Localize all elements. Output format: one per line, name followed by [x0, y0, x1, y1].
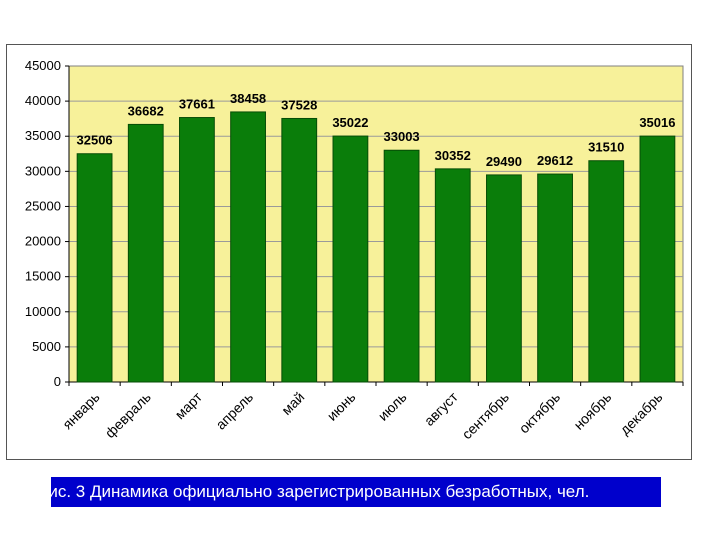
- y-tick-label: 15000: [25, 269, 61, 284]
- y-tick-label: 40000: [25, 93, 61, 108]
- x-category-label: март: [172, 388, 206, 422]
- y-tick-label: 0: [54, 374, 61, 389]
- data-label: 35016: [639, 115, 675, 130]
- data-label: 33003: [384, 129, 420, 144]
- x-category-label: сентябрь: [459, 389, 512, 442]
- y-tick-label: 10000: [25, 304, 61, 319]
- x-category-label: апрель: [212, 389, 256, 433]
- data-label: 37661: [179, 97, 215, 112]
- x-category-label: август: [421, 388, 461, 428]
- x-category-label: июль: [375, 389, 410, 424]
- data-label: 38458: [230, 91, 266, 106]
- x-category-label: декабрь: [617, 389, 666, 438]
- bar: [281, 117, 318, 383]
- y-tick-label: 25000: [25, 198, 61, 213]
- bar: [486, 174, 522, 383]
- x-category-label: ноябрь: [570, 389, 614, 433]
- data-label: 36682: [128, 103, 164, 118]
- x-category-label: май: [278, 389, 307, 418]
- data-label: 35022: [332, 115, 368, 130]
- bar: [127, 123, 164, 383]
- caption-bar: Рис. 3 Динамика официально зарегистриров…: [51, 477, 661, 507]
- bar: [76, 153, 113, 383]
- y-tick-label: 5000: [32, 339, 61, 354]
- data-label: 29612: [537, 153, 573, 168]
- data-label: 37528: [281, 97, 317, 112]
- y-tick-label: 45000: [25, 58, 61, 73]
- bar: [332, 135, 369, 383]
- bar: [230, 111, 266, 383]
- y-tick-label: 30000: [25, 163, 61, 178]
- y-tick-label: 35000: [25, 128, 61, 143]
- data-label: 29490: [486, 154, 522, 169]
- bar: [639, 135, 676, 383]
- data-label: 31510: [588, 140, 624, 155]
- bar: [179, 117, 215, 383]
- plot-area: [68, 65, 684, 383]
- x-category-label: июнь: [324, 389, 359, 424]
- x-category-label: январь: [59, 389, 102, 432]
- data-label: 32506: [77, 133, 113, 148]
- bar: [537, 173, 573, 383]
- bar: [434, 168, 471, 383]
- data-label: 30352: [435, 148, 471, 163]
- bar: [588, 160, 625, 383]
- y-tick-label: 20000: [25, 234, 61, 249]
- bar: [383, 149, 420, 383]
- x-category-label: октябрь: [516, 389, 563, 436]
- figure-caption: Рис. 3 Динамика официально зарегистриров…: [51, 482, 590, 501]
- x-category-label: февраль: [102, 389, 154, 441]
